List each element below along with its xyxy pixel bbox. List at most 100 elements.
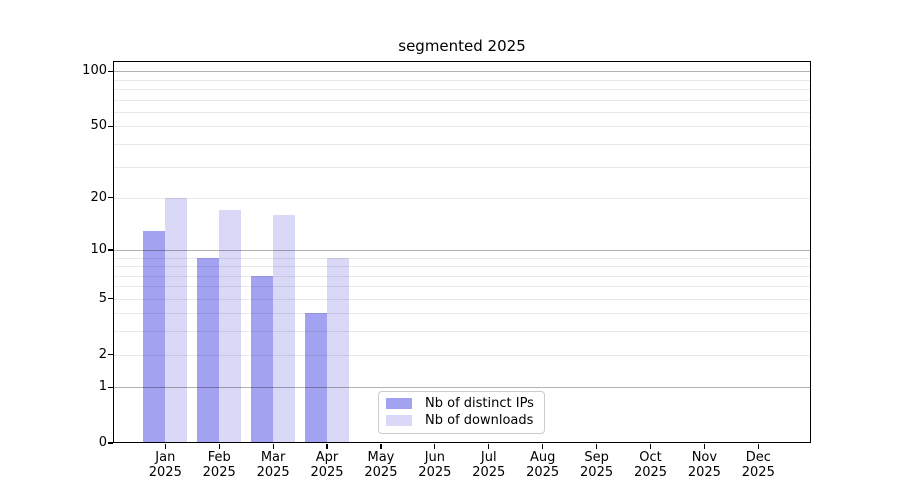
legend-swatch-nb-of-distinct-ips [386, 398, 412, 409]
y-tick-mark-5 [108, 298, 113, 300]
y-tick-mark-1 [108, 386, 113, 388]
y-tick-mark-0 [108, 442, 113, 444]
gridline-minor-5 [113, 298, 811, 300]
x-tick-month: May [367, 450, 395, 465]
x-tick-month: Aug [529, 450, 556, 465]
x-tick-label-jul: Jul 2025 [459, 450, 519, 480]
y-tick-label-5: 5 [98, 290, 107, 306]
bar-nb-of-downloads-apr [327, 257, 350, 443]
x-tick-year: 2025 [310, 465, 344, 480]
x-tick-month: Jul [480, 450, 497, 465]
y-tick-mark-50 [108, 125, 113, 128]
x-tick-label-nov: Nov 2025 [674, 450, 734, 480]
x-tick-label-jun: Jun 2025 [405, 450, 465, 480]
x-tick-mark-mar [272, 444, 274, 449]
gridline-minor-70 [113, 99, 811, 101]
x-tick-mark-sep [595, 444, 598, 449]
legend-label-nb-of-downloads: Nb of downloads [425, 413, 534, 428]
x-tick-year: 2025 [202, 465, 236, 480]
gridline-minor-40 [113, 144, 811, 146]
legend-swatch-nb-of-downloads [386, 415, 412, 426]
legend-label-nb-of-distinct-ips: Nb of distinct IPs [425, 396, 534, 411]
x-tick-month: Oct [639, 450, 662, 465]
gridline-minor-80 [113, 89, 811, 91]
x-tick-month: Nov [691, 450, 718, 465]
y-tick-mark-10 [108, 249, 113, 251]
x-tick-label-aug: Aug 2025 [513, 450, 573, 480]
x-tick-month: Mar [260, 450, 286, 465]
x-tick-month: Jan [155, 450, 176, 465]
x-tick-year: 2025 [633, 465, 668, 480]
bar-nb-of-distinct-ips-feb [197, 257, 220, 443]
bar-nb-of-downloads-mar [273, 214, 296, 443]
x-tick-mark-aug [542, 444, 544, 449]
bar-nb-of-distinct-ips-jan [143, 230, 166, 443]
y-tick-mark-100 [108, 70, 113, 73]
y-tick-label-20: 20 [90, 189, 107, 205]
bar-nb-of-distinct-ips-apr [305, 313, 328, 443]
y-tick-label-0: 0 [98, 435, 107, 450]
x-tick-mark-apr [326, 444, 328, 449]
bar-nb-of-downloads-jan [165, 197, 188, 443]
legend-row-nb-of-distinct-ips: Nb of distinct IPs [379, 395, 544, 412]
gridline-minor-4 [113, 313, 811, 315]
gridline-minor-9 [113, 257, 811, 259]
gridline-minor-50 [113, 126, 811, 128]
x-tick-month: Dec [745, 450, 771, 465]
y-tick-label-100: 100 [82, 63, 107, 79]
x-tick-mark-nov [703, 444, 705, 449]
gridline-minor-8 [113, 266, 811, 268]
x-tick-month: Sep [584, 450, 609, 465]
x-tick-label-feb: Feb 2025 [189, 450, 249, 480]
gridline-minor-20 [113, 197, 811, 199]
x-tick-mark-dec [757, 444, 759, 449]
x-tick-year: 2025 [418, 465, 452, 480]
gridline-major-1 [113, 387, 811, 389]
bar-nb-of-downloads-feb [219, 210, 242, 443]
y-tick-label-50: 50 [90, 118, 107, 134]
chart-title: segmented 2025 [398, 37, 526, 55]
x-tick-label-may: May 2025 [351, 450, 411, 480]
gridline-major-100 [113, 71, 811, 73]
x-tick-label-mar: Mar 2025 [243, 450, 303, 480]
x-tick-mark-may [380, 444, 382, 449]
gridline-minor-2 [113, 354, 811, 356]
x-tick-year: 2025 [580, 465, 614, 480]
y-tick-mark-2 [108, 353, 113, 356]
x-tick-year: 2025 [256, 465, 290, 480]
y-tick-label-2: 2 [98, 346, 107, 362]
x-tick-mark-oct [649, 444, 652, 449]
x-tick-year: 2025 [687, 465, 721, 480]
gridline-minor-7 [113, 275, 811, 277]
x-tick-label-dec: Dec 2025 [728, 450, 788, 480]
legend: Nb of distinct IPs Nb of downloads [378, 391, 545, 434]
x-tick-year: 2025 [741, 465, 775, 480]
x-tick-year: 2025 [472, 465, 506, 480]
gridline-minor-60 [113, 112, 811, 114]
gridline-minor-30 [113, 166, 811, 168]
x-tick-year: 2025 [364, 465, 398, 480]
y-tick-mark-20 [108, 197, 113, 199]
x-tick-year: 2025 [526, 465, 560, 480]
gridline-minor-3 [113, 331, 811, 333]
x-tick-label-oct: Oct 2025 [620, 450, 680, 480]
x-tick-month: Jun [424, 450, 445, 465]
x-tick-mark-jul [488, 444, 490, 449]
gridline-major-10 [113, 249, 811, 251]
legend-row-nb-of-downloads: Nb of downloads [379, 412, 544, 429]
x-tick-label-sep: Sep 2025 [567, 450, 627, 480]
gridline-minor-90 [113, 79, 811, 81]
gridline-minor-6 [113, 286, 811, 288]
x-tick-month: Feb [207, 450, 231, 465]
y-tick-label-10: 10 [90, 241, 107, 257]
x-tick-year: 2025 [148, 465, 182, 480]
x-tick-label-apr: Apr 2025 [297, 450, 357, 480]
x-tick-mark-feb [218, 444, 220, 449]
x-tick-label-jan: Jan 2025 [135, 450, 195, 480]
x-tick-month: Apr [315, 450, 339, 465]
x-tick-mark-jun [434, 444, 436, 449]
y-tick-label-1: 1 [98, 379, 107, 395]
bar-nb-of-distinct-ips-mar [251, 275, 274, 443]
x-tick-mark-jan [164, 444, 166, 449]
